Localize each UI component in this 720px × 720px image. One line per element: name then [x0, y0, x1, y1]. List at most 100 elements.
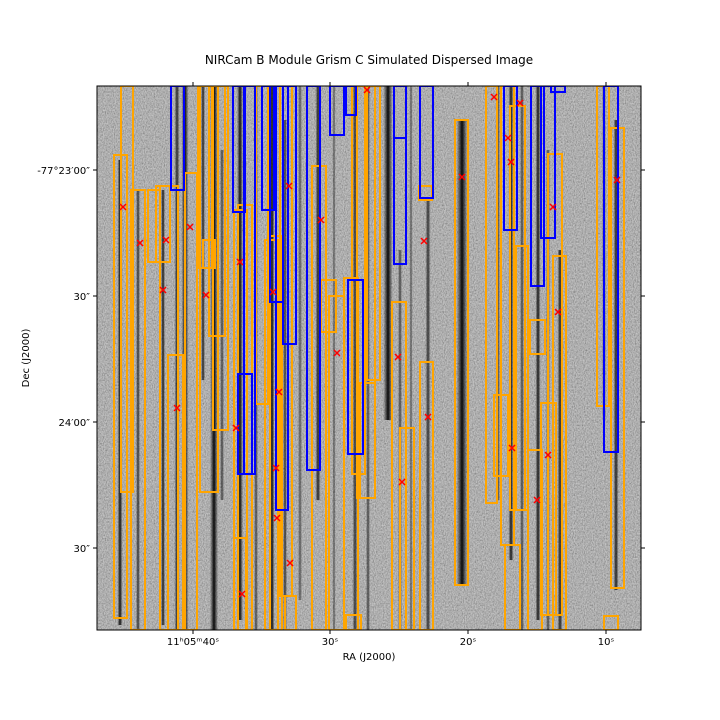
source-marker — [363, 86, 371, 94]
source-marker — [507, 158, 515, 166]
x-tick-label: 20ˢ — [460, 637, 477, 648]
blue-box — [347, 279, 364, 455]
y-axis: -77°23′00″ 30″ 24′00″ 30″ — [37, 166, 645, 555]
source-marker — [508, 444, 516, 452]
trace — [425, 200, 431, 630]
orange-box — [529, 319, 546, 355]
source-marker — [186, 223, 194, 231]
blue-boxes — [170, 86, 619, 511]
source-marker — [272, 464, 280, 472]
source-marker — [285, 182, 293, 190]
plot-area — [97, 86, 641, 630]
orange-box — [167, 354, 184, 630]
source-marker — [317, 216, 325, 224]
source-marker — [420, 237, 428, 245]
orange-boxes — [113, 86, 625, 630]
source-marker — [236, 258, 244, 266]
blue-box — [261, 86, 275, 211]
orange-box — [552, 255, 567, 630]
source-marker — [549, 203, 557, 211]
source-markers — [119, 86, 621, 598]
trace — [237, 86, 243, 620]
orange-box — [264, 239, 279, 630]
source-marker — [333, 349, 341, 357]
orange-box — [504, 544, 521, 630]
source-marker — [275, 388, 283, 396]
source-marker — [159, 286, 167, 294]
source-marker — [238, 590, 246, 598]
source-marker — [398, 478, 406, 486]
blue-box — [243, 86, 256, 475]
x-tick-label: 30ˢ — [322, 637, 339, 648]
source-marker — [162, 236, 170, 244]
source-marker — [136, 239, 144, 247]
source-marker — [490, 93, 498, 101]
orange-box — [208, 86, 226, 337]
x-axis-label: RA (J2000) — [343, 652, 396, 663]
blue-box — [170, 86, 185, 191]
source-marker — [613, 176, 621, 184]
blue-box — [345, 86, 357, 116]
source-marker — [504, 134, 512, 142]
blue-box — [393, 86, 407, 139]
trace — [383, 86, 393, 420]
source-marker — [202, 291, 210, 299]
blue-box — [329, 86, 345, 136]
blue-box — [419, 86, 434, 199]
trace — [269, 86, 275, 630]
orange-box — [454, 119, 469, 586]
orange-box — [184, 172, 198, 630]
blue-box — [503, 86, 518, 231]
trace — [613, 120, 619, 590]
orange-box — [120, 86, 134, 493]
source-marker — [394, 353, 402, 361]
blue-box — [540, 86, 556, 239]
orange-box — [603, 615, 619, 630]
y-tick-label: 30″ — [74, 544, 91, 555]
trace — [161, 190, 165, 625]
source-marker — [286, 559, 294, 567]
trace — [332, 86, 336, 630]
orange-box — [233, 537, 247, 630]
plot-frame — [96, 85, 642, 631]
orange-box — [359, 382, 376, 499]
blue-box — [275, 86, 289, 511]
trace — [352, 86, 358, 630]
trace — [136, 190, 140, 630]
blue-box — [282, 86, 297, 345]
trace — [298, 86, 302, 600]
source-marker — [544, 451, 552, 459]
x-tick-label: 11ʰ05ᵐ40ˢ — [167, 637, 219, 648]
trace — [409, 86, 413, 630]
y-tick-label: 24′00″ — [59, 418, 91, 429]
source-marker — [516, 99, 524, 107]
orange-box — [130, 189, 146, 630]
source-marker — [269, 288, 277, 296]
source-marker — [554, 308, 562, 316]
orange-box — [399, 427, 415, 630]
trace — [520, 86, 524, 630]
blue-box — [550, 86, 566, 93]
trace — [456, 120, 468, 585]
source-marker — [533, 496, 541, 504]
chart-title: NIRCam B Module Grism C Simulated Disper… — [205, 53, 533, 67]
y-tick-label: 30″ — [74, 292, 91, 303]
orange-box — [485, 86, 498, 504]
source-marker — [458, 173, 466, 181]
y-tick-label: -77°23′00″ — [37, 166, 90, 177]
trace — [557, 250, 563, 630]
trace — [220, 150, 224, 500]
blue-box — [530, 86, 545, 287]
trace — [315, 86, 321, 500]
orange-box — [212, 86, 229, 431]
source-marker — [119, 203, 127, 211]
source-marker — [173, 404, 181, 412]
orange-box — [284, 595, 297, 630]
orange-box — [233, 209, 248, 630]
orange-box — [515, 245, 529, 511]
blue-box — [603, 86, 619, 453]
source-marker — [424, 413, 432, 421]
orange-box — [366, 86, 381, 381]
blue-box — [306, 86, 321, 471]
